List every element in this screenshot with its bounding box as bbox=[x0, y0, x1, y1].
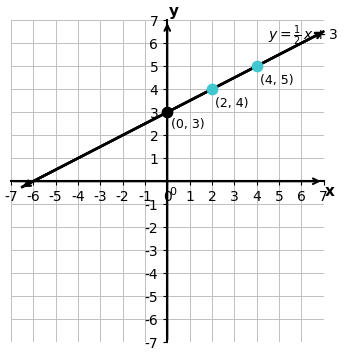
Text: (0, 3): (0, 3) bbox=[171, 118, 204, 131]
Text: y: y bbox=[169, 4, 179, 19]
Text: $y = \frac{1}{2}\,x + 3$: $y = \frac{1}{2}\,x + 3$ bbox=[268, 24, 338, 48]
Point bbox=[254, 63, 259, 69]
Point bbox=[209, 86, 215, 92]
Text: (4, 5): (4, 5) bbox=[260, 74, 294, 87]
Text: (2, 4): (2, 4) bbox=[215, 97, 249, 110]
Point bbox=[164, 109, 170, 115]
Text: x: x bbox=[325, 184, 335, 199]
Text: 0: 0 bbox=[169, 187, 176, 197]
